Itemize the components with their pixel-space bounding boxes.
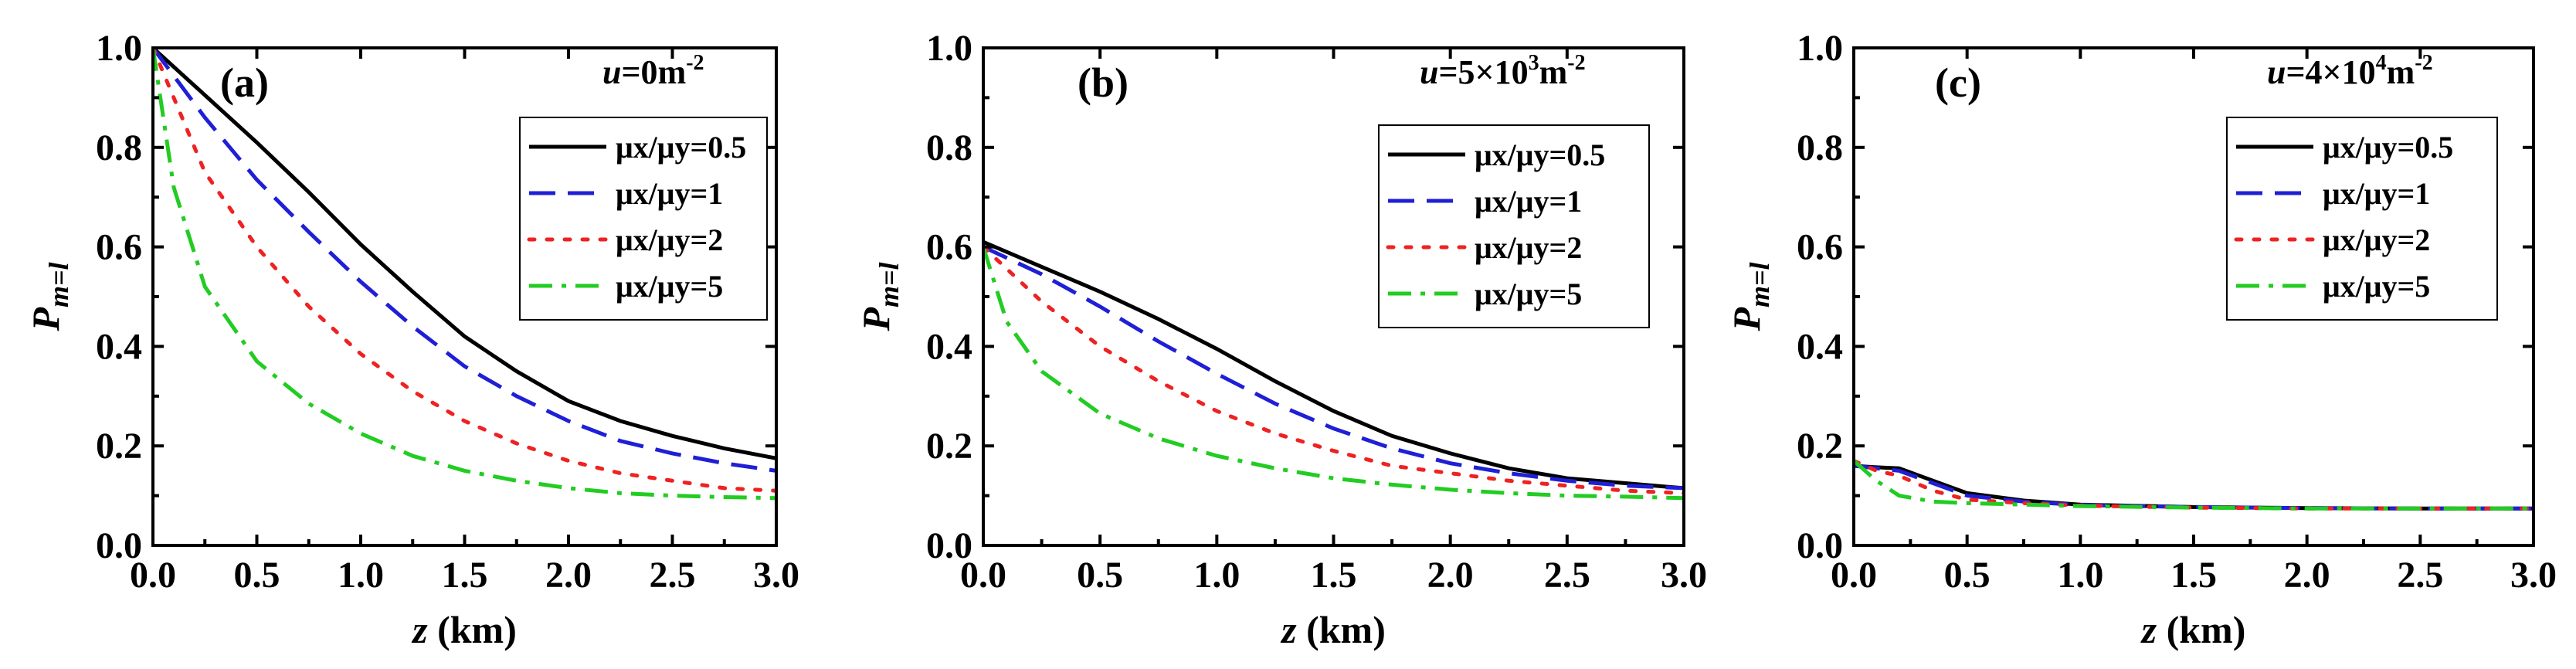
x-axis-label: z (km) (1280, 608, 1386, 651)
panel-label: (c) (1935, 59, 1981, 106)
y-tick-label: 0.2 (926, 426, 972, 467)
series-line-ratio-5 (153, 48, 776, 501)
x-axis-label: z (km) (411, 608, 517, 651)
x-tick-label: 1.0 (1193, 555, 1240, 596)
x-tick-label: 3.0 (1661, 555, 1707, 596)
y-tick-label: 0.6 (926, 227, 972, 268)
parameter-label: u=5×103m-2 (1420, 51, 1586, 91)
legend: μx/μy=0.5 μx/μy=1 μx/μy=2 μx/μy=5 (1378, 124, 1650, 328)
x-tick-label: 0.5 (1944, 555, 1991, 596)
y-tick-label: 0.8 (926, 127, 972, 168)
legend-label-ratio-1: μx/μy=1 (616, 176, 723, 211)
series-line-ratio-1 (153, 48, 776, 473)
series-line-ratio-2 (153, 48, 776, 493)
x-tick-label: 0.0 (1831, 555, 1877, 596)
legend-label-ratio-0_5: μx/μy=0.5 (2323, 130, 2453, 165)
x-tick-label: 0.0 (130, 555, 176, 596)
y-axis-label: Pm=l (854, 262, 904, 331)
x-tick-label: 2.0 (1427, 555, 1474, 596)
legend-label-ratio-2: μx/μy=2 (2323, 222, 2430, 257)
y-tick-label: 0.0 (926, 525, 972, 566)
y-axis-label: Pm=l (24, 262, 74, 331)
x-tick-label: 1.5 (2170, 555, 2217, 596)
x-tick-label: 3.0 (2510, 555, 2557, 596)
x-tick-label: 1.5 (442, 555, 488, 596)
x-tick-label: 0.5 (234, 555, 280, 596)
parameter-label: u=0m-2 (602, 51, 704, 91)
y-tick-label: 0.8 (1797, 127, 1843, 168)
legend: μx/μy=0.5 μx/μy=1 μx/μy=2 μx/μy=5 (2226, 117, 2498, 321)
y-tick-label: 1.0 (926, 28, 972, 69)
series-line-ratio-1 (983, 245, 1684, 491)
y-tick-label: 0.0 (96, 525, 142, 566)
x-axis-label: z (km) (2140, 608, 2246, 651)
y-tick-label: 0.6 (1797, 227, 1843, 268)
panel-label: (b) (1078, 59, 1128, 106)
series-line-ratio-5 (983, 246, 1684, 501)
panel-c: 0.0 0.5 1.0 1.5 2.0 2.5 3.0 0.0 0.2 0.4 0.6 0.8 1.0 z… (1725, 28, 2557, 651)
x-tick-label: 2.5 (1544, 555, 1590, 596)
series-line-ratio-2 (1854, 459, 2534, 511)
y-tick-label: 0.4 (926, 326, 972, 367)
legend-label-ratio-0_5: μx/μy=0.5 (616, 130, 746, 165)
panel-a: 0.0 0.5 1.0 1.5 2.0 2.5 3.0 0.0 0.2 0.4 0.6 0.8 1.0 z… (24, 28, 799, 651)
legend-label-ratio-0_5: μx/μy=0.5 (1475, 138, 1605, 172)
legend-box (519, 117, 768, 321)
y-axis-label: Pm=l (1725, 262, 1775, 331)
x-tick-label: 1.0 (2057, 555, 2103, 596)
legend-label-ratio-1: μx/μy=1 (1475, 184, 1582, 219)
panel-b: 0.0 0.5 1.0 1.5 2.0 2.5 3.0 0.0 0.2 0.4 0.6 0.8 1.0 z… (854, 28, 1707, 651)
x-tick-label: 3.0 (753, 555, 799, 596)
x-tick-label: 2.0 (545, 555, 592, 596)
x-tick-label: 0.0 (960, 555, 1006, 596)
panel-label: (a) (220, 59, 269, 106)
x-tick-label: 1.0 (338, 555, 384, 596)
y-tick-label: 0.0 (1797, 525, 1843, 566)
x-tick-label: 2.0 (2284, 555, 2330, 596)
y-tick-label: 1.0 (1797, 28, 1843, 69)
legend-label-ratio-5: μx/μy=5 (1475, 277, 1582, 311)
series-line-ratio-2 (983, 245, 1684, 495)
y-tick-label: 0.4 (96, 326, 142, 367)
series-line-ratio-0_5 (983, 239, 1684, 491)
parameter-label: u=4×104m-2 (2267, 51, 2433, 91)
series-line-ratio-0_5 (153, 48, 776, 460)
y-tick-label: 0.6 (96, 227, 142, 268)
legend-label-ratio-1: μx/μy=1 (2323, 176, 2430, 211)
y-tick-label: 0.2 (96, 426, 142, 467)
legend-label-ratio-5: μx/μy=5 (2323, 269, 2430, 304)
x-tick-label: 2.5 (2397, 555, 2443, 596)
y-tick-label: 1.0 (96, 28, 142, 69)
y-tick-label: 0.2 (1797, 426, 1843, 467)
legend-label-ratio-2: μx/μy=2 (1475, 230, 1582, 265)
x-tick-label: 1.5 (1311, 555, 1357, 596)
y-tick-label: 0.4 (1797, 326, 1843, 367)
x-tick-label: 0.5 (1077, 555, 1123, 596)
x-tick-label: 2.5 (650, 555, 696, 596)
legend-label-ratio-5: μx/μy=5 (616, 269, 723, 304)
legend: μx/μy=0.5 μx/μy=1 μx/μy=2 μx/μy=5 (519, 117, 768, 321)
y-tick-label: 0.8 (96, 127, 142, 168)
series-line-ratio-5 (1854, 459, 2534, 511)
legend-label-ratio-2: μx/μy=2 (616, 222, 723, 257)
